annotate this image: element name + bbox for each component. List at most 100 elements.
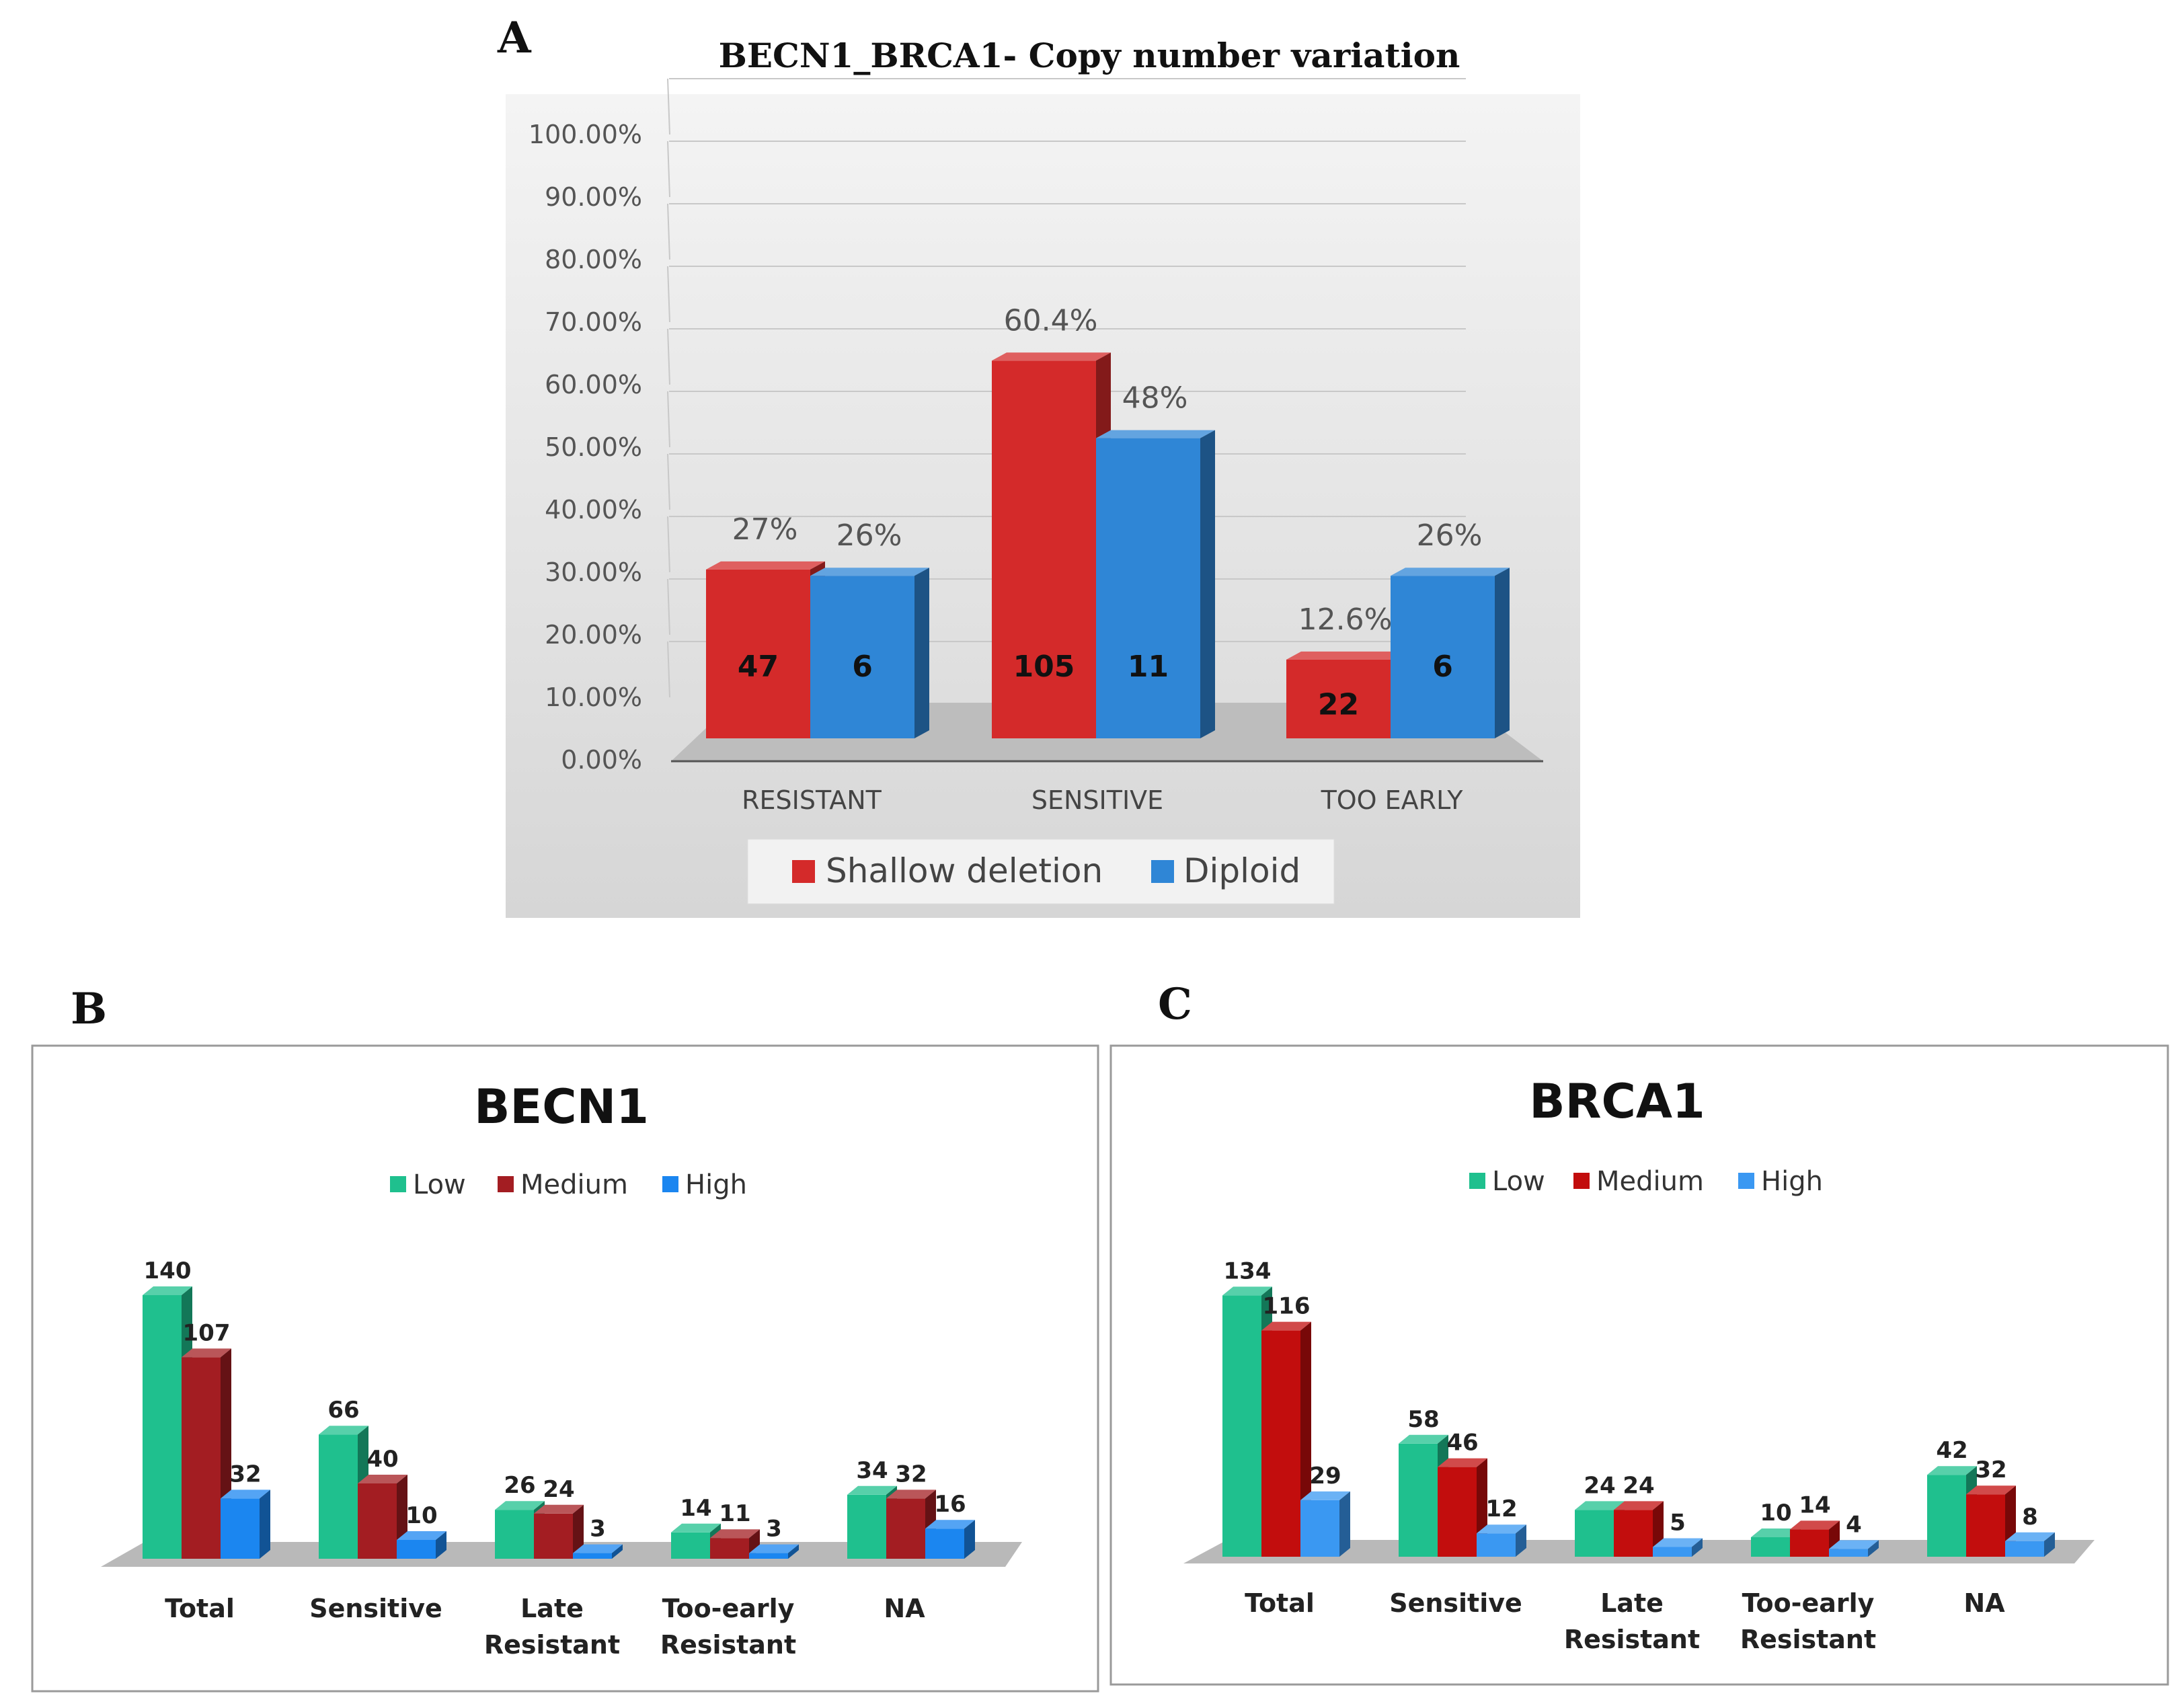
value-label: 34 bbox=[856, 1457, 888, 1484]
bar-medium-front bbox=[1614, 1510, 1653, 1557]
bar-medium-top bbox=[1438, 1458, 1487, 1467]
panel-b-x-axis: Total Sensitive Late Resistant Too-early Resi… bbox=[165, 1594, 925, 1660]
panel-c-bars: 134 116 29 58 46 12 24 24 5 10 14 4 42 32 8 bbox=[1222, 1257, 2055, 1557]
bar-high bbox=[221, 1489, 270, 1559]
bar-shallow-deletion-top bbox=[1286, 651, 1405, 660]
value-label: 40 bbox=[366, 1446, 398, 1473]
percent-label: 12.6% bbox=[1298, 603, 1393, 637]
bar-medium bbox=[534, 1504, 584, 1559]
value-label: 14 bbox=[1799, 1492, 1830, 1518]
value-label: 10 bbox=[1760, 1500, 1791, 1526]
value-label: 140 bbox=[144, 1257, 192, 1284]
y-tick-label: 70.00% bbox=[545, 307, 642, 337]
bar-high bbox=[573, 1544, 623, 1559]
legend-label-medium: Medium bbox=[1596, 1166, 1704, 1197]
bar-high-top bbox=[1477, 1524, 1526, 1534]
count-label: 47 bbox=[738, 650, 779, 684]
bar-high-top bbox=[1653, 1538, 1703, 1547]
panel-letter-b: B bbox=[71, 984, 107, 1034]
bar-high-front bbox=[397, 1540, 436, 1559]
value-label: 24 bbox=[543, 1476, 574, 1503]
bar-high-top bbox=[221, 1489, 270, 1499]
bar-high-front bbox=[221, 1498, 260, 1559]
legend-swatch-diploid bbox=[1151, 860, 1174, 883]
x-tick-label: Resistant bbox=[1740, 1625, 1876, 1654]
x-tick-label: RESISTANT bbox=[742, 785, 882, 815]
bar-diploid-side bbox=[1200, 430, 1215, 738]
bar-high-front bbox=[2005, 1541, 2044, 1557]
panel-a-title: BECN1_BRCA1- Copy number variation bbox=[719, 36, 1460, 75]
bar-low-front bbox=[495, 1510, 534, 1559]
bar-low-front bbox=[847, 1494, 886, 1559]
panel-b-legend: Low Medium High bbox=[390, 1169, 747, 1200]
bar-medium-front bbox=[886, 1498, 925, 1559]
value-label: 10 bbox=[405, 1502, 437, 1529]
bar-shallow-deletion-top bbox=[992, 352, 1111, 361]
gridline-diagonal bbox=[667, 453, 670, 510]
bar-shallow-deletion-front bbox=[992, 360, 1096, 738]
y-tick-label: 80.00% bbox=[545, 245, 642, 274]
y-tick-label: 40.00% bbox=[545, 495, 642, 525]
count-label: 11 bbox=[1128, 650, 1169, 684]
bar-diploid-top bbox=[1391, 568, 1510, 576]
value-label: 66 bbox=[327, 1397, 359, 1424]
value-label: 16 bbox=[934, 1491, 966, 1518]
panel-a-bars: 27% 47 26% 6 60.4% 105 48% 11 12.6% 22 26% 6 bbox=[706, 303, 1510, 738]
bar-diploid bbox=[810, 568, 929, 738]
legend-swatch-low bbox=[1469, 1173, 1485, 1189]
bar-high-side bbox=[612, 1544, 623, 1559]
count-label: 6 bbox=[852, 650, 873, 684]
percent-label: 48% bbox=[1122, 381, 1188, 416]
bar-high-side bbox=[436, 1531, 446, 1559]
bar-low-top bbox=[1751, 1528, 1801, 1537]
x-tick-label: Sensitive bbox=[1389, 1588, 1522, 1618]
bar-medium-front bbox=[1790, 1529, 1829, 1557]
x-tick-label: Late bbox=[1600, 1588, 1664, 1618]
legend-swatch-medium bbox=[1573, 1173, 1590, 1189]
x-tick-label: Resistant bbox=[1564, 1625, 1700, 1654]
bar-high-top bbox=[749, 1544, 799, 1553]
gridline-diagonal bbox=[667, 141, 670, 198]
bar-low-front bbox=[1399, 1443, 1438, 1557]
bar-diploid-side bbox=[914, 568, 929, 738]
bar-low-front bbox=[143, 1295, 182, 1559]
panel-a-chart: BECN1_BRCA1- Copy number variation 0.00%… bbox=[506, 36, 1580, 918]
legend-label-shallow-deletion: Shallow deletion bbox=[826, 851, 1103, 890]
value-label: 3 bbox=[590, 1516, 606, 1543]
bar-high bbox=[397, 1531, 446, 1559]
legend-box bbox=[747, 839, 1335, 904]
bar-medium-front bbox=[1438, 1467, 1477, 1557]
bar-high bbox=[1477, 1524, 1526, 1557]
legend-label-low: Low bbox=[413, 1169, 466, 1200]
legend-swatch-shallow-deletion bbox=[792, 860, 815, 883]
bar-low-top bbox=[1575, 1501, 1625, 1510]
bar-high-side bbox=[964, 1520, 975, 1559]
legend-label-high: High bbox=[1761, 1166, 1823, 1197]
value-label: 32 bbox=[1975, 1457, 2006, 1483]
y-tick-label: 50.00% bbox=[545, 432, 642, 462]
bar-diploid bbox=[1096, 430, 1215, 738]
bar-low-front bbox=[1575, 1510, 1614, 1557]
bar-medium-front bbox=[534, 1513, 573, 1559]
y-tick-label: 10.00% bbox=[545, 683, 642, 712]
value-label: 107 bbox=[183, 1319, 231, 1346]
gridline-diagonal bbox=[667, 266, 670, 323]
bar-high-side bbox=[1339, 1491, 1350, 1557]
gridline-diagonal bbox=[667, 78, 670, 135]
bar-medium bbox=[1966, 1485, 2016, 1557]
bar-low-front bbox=[1927, 1475, 1966, 1557]
bar-low-front bbox=[1222, 1295, 1261, 1557]
value-label: 29 bbox=[1309, 1463, 1341, 1489]
y-tick-label: 100.00% bbox=[529, 120, 642, 149]
bar-diploid-top bbox=[1096, 430, 1215, 438]
bar-high-side bbox=[1692, 1538, 1703, 1557]
gridline-diagonal bbox=[667, 641, 670, 698]
bar-medium-front bbox=[358, 1483, 397, 1559]
bar-low-front bbox=[1751, 1537, 1790, 1557]
gridline-diagonal bbox=[667, 578, 670, 635]
value-label: 14 bbox=[680, 1495, 711, 1522]
panel-c-legend: Low Medium High bbox=[1469, 1166, 1823, 1197]
bar-high-top bbox=[573, 1544, 623, 1553]
